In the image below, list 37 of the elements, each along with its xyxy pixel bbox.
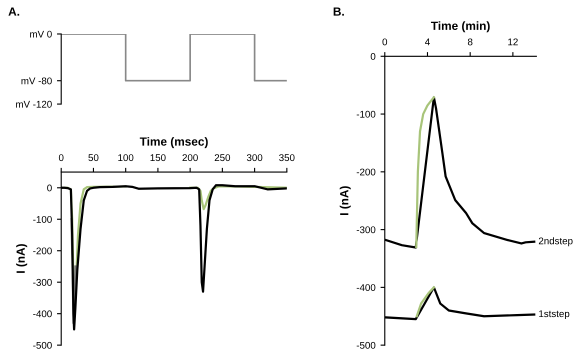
y-tick-label: -500 (356, 342, 376, 349)
y-tick-label: -200 (33, 247, 52, 254)
x-tick-label: 300 (246, 154, 262, 162)
y-tick-label: -400 (33, 310, 52, 318)
y-axis-title: I (nA) (340, 186, 351, 216)
y-tick-label: 0 (47, 184, 52, 192)
y-axis-title: I (nA) (16, 244, 28, 273)
text: B. (334, 8, 344, 16)
x-tick-label: 12 (508, 38, 518, 46)
text: A. (8, 8, 20, 16)
series-label: 1ststep (539, 310, 570, 320)
y-tick-label: mV -120 (16, 100, 52, 108)
y-tick-label: mV 0 (30, 30, 52, 38)
y-tick-label: -200 (356, 168, 376, 176)
y-tick-label: -300 (356, 226, 376, 234)
x-tick-label: 4 (425, 38, 430, 46)
y-tick-label: -100 (356, 110, 376, 118)
x-tick-label: 8 (468, 38, 472, 46)
x-tick-label: 350 (279, 154, 295, 162)
x-tick-label: 200 (182, 154, 198, 162)
line-series (416, 286, 435, 318)
x-tick-label: 150 (150, 154, 166, 162)
x-tick-label: 50 (88, 154, 98, 162)
y-tick-label: mV -80 (22, 77, 52, 84)
x-tick-label: 250 (214, 154, 230, 162)
x-tick-label: 0 (382, 38, 388, 46)
y-tick-label: -100 (33, 216, 52, 223)
x-axis-title: Time (msec) (140, 137, 208, 148)
y-tick-label: 0 (370, 53, 376, 60)
x-tick-label: 100 (118, 154, 134, 162)
series-label: 2ndstep (538, 237, 573, 246)
y-tick-label: -300 (33, 278, 52, 286)
line-series (415, 96, 435, 248)
y-tick-label: -500 (33, 342, 52, 349)
y-tick-label: -400 (356, 284, 376, 291)
x-axis-title: Time (min) (430, 21, 490, 32)
x-tick-label: 0 (58, 154, 64, 162)
